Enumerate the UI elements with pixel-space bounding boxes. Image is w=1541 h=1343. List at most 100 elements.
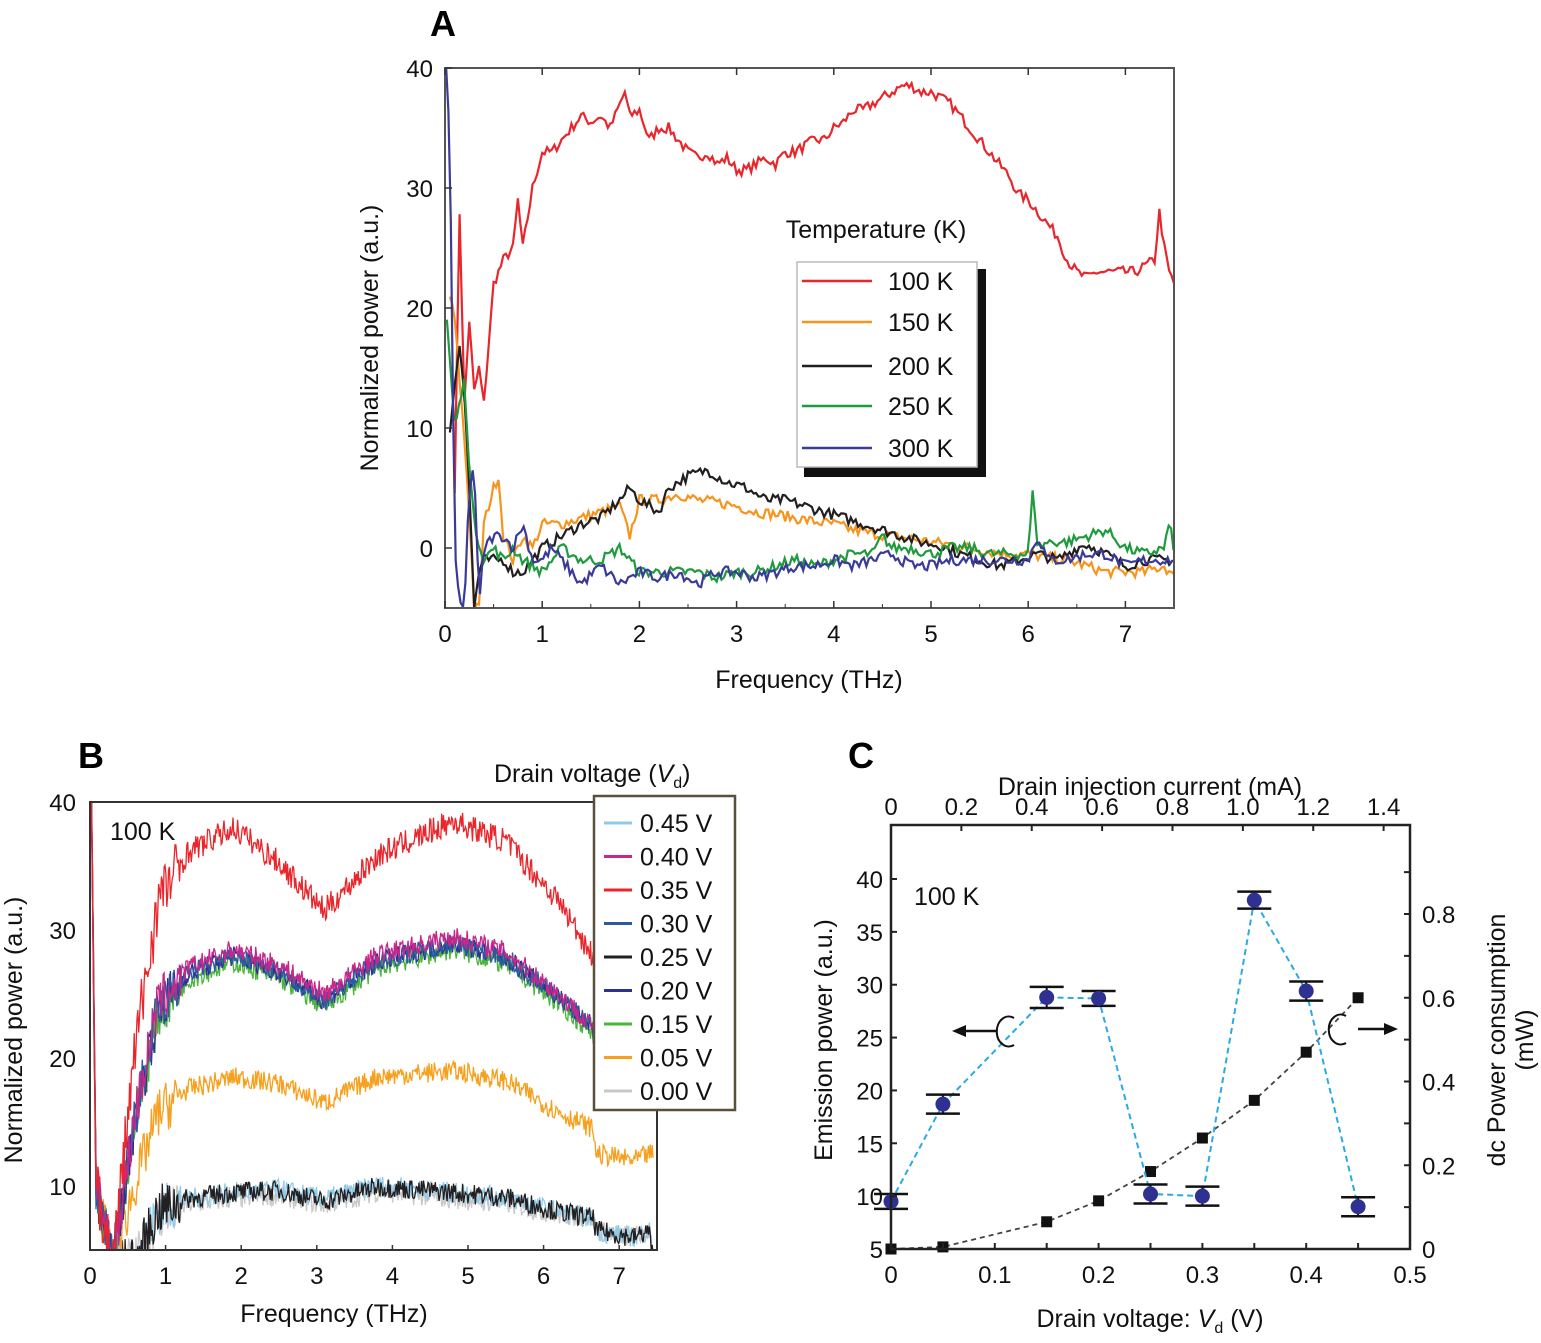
power-consumption-point [1093, 1195, 1105, 1207]
legend-label: 150 K [888, 309, 954, 337]
panel-a-y-ticks: 0 10 20 30 40 [406, 56, 452, 563]
panel-a-frame [444, 67, 1175, 609]
power-consumption-point [1196, 1132, 1208, 1144]
x-tick-label: 0.1 [978, 1262, 1011, 1289]
emission-power-point [1246, 892, 1262, 908]
x-tick-label: 2 [235, 1263, 248, 1290]
x-tick-label: 5 [461, 1263, 474, 1290]
panel-c-y-ticks: 5 10 15 20 25 30 35 40 [856, 867, 897, 1264]
panel-c-right-ticks: 0 0.2 0.4 0.6 0.8 [1404, 871, 1455, 1264]
top-tick-label: 0.4 [1015, 794, 1048, 821]
right-tick-label: 0.6 [1422, 986, 1455, 1013]
panel-a-x-ticks: 0 1 2 3 4 5 6 7 [438, 68, 1132, 648]
y-tick-label: 40 [406, 56, 433, 83]
legend-label: 0.30 V [640, 911, 713, 939]
y-tick-label: 40 [49, 790, 76, 817]
right-tick-label: 0.4 [1422, 1070, 1455, 1097]
legend-label: 0.20 V [640, 978, 713, 1006]
legend-label: 0.00 V [640, 1078, 713, 1106]
power-consumption-point [1352, 992, 1364, 1004]
series-line-040V [90, 815, 654, 1250]
x-tick-label: 0.4 [1290, 1262, 1323, 1289]
top-tick-label: 1.0 [1226, 794, 1259, 821]
x-tick-label: 0.5 [1393, 1262, 1426, 1289]
emission-power-point [1350, 1199, 1366, 1215]
legend-label: 100 K [888, 268, 954, 296]
panel-c-left-axis-label: Emission power (a.u.) [810, 919, 838, 1161]
y-tick-label: 10 [49, 1174, 76, 1201]
panel-a-legend-title: Temperature (K) [786, 216, 967, 244]
legend-label: 0.35 V [640, 877, 713, 905]
top-tick-label: 1.4 [1367, 794, 1400, 821]
power-consumption-point [1145, 1166, 1156, 1178]
legend-label: 0.05 V [640, 1045, 713, 1073]
top-tick-label: 1.2 [1297, 794, 1330, 821]
y-tick-label: 30 [406, 176, 433, 203]
panel-b-x-axis-label: Frequency (THz) [240, 1300, 428, 1328]
y-tick-label: 20 [406, 296, 433, 323]
y-tick-label: 10 [856, 1184, 883, 1211]
emission-power-line [890, 897, 1360, 1207]
series-line-300k [445, 68, 1174, 608]
x-tick-label: 2 [633, 621, 646, 648]
panel-b-legend-title: Drain voltage (Vd) [494, 760, 691, 792]
x-tick-label: 7 [613, 1263, 626, 1290]
panel-b-curves [90, 802, 654, 1250]
legend-label: 200 K [888, 353, 954, 381]
top-tick-label: 0.8 [1156, 794, 1189, 821]
top-tick-label: 0.2 [945, 794, 978, 821]
power-consumption-point [1041, 1216, 1053, 1228]
series-line-005V [90, 802, 654, 1250]
y-tick-label: 30 [856, 973, 883, 1000]
series-line-035V [90, 802, 654, 1250]
emission-power-point [1091, 990, 1107, 1006]
panel-c-right-axis-label: dc Power consumption [1483, 914, 1511, 1167]
series-line-100k [453, 80, 1174, 494]
x-tick-label: 3 [310, 1263, 323, 1290]
panel-b-legend: 0.45 V 0.40 V 0.35 V 0.30 V 0.25 V 0.20 V 0.15… [592, 794, 737, 1112]
panel-c-x-ticks: 0 0.1 0.2 0.3 0.4 0.5 [884, 1243, 1427, 1289]
x-tick-label: 4 [386, 1263, 399, 1290]
x-tick-label: 7 [1119, 621, 1132, 648]
right-tick-label: 0.2 [1422, 1153, 1455, 1180]
x-tick-label: 3 [730, 621, 743, 648]
series-line-025V [90, 809, 654, 1250]
y-tick-label: 30 [49, 918, 76, 945]
x-tick-label: 0 [438, 621, 451, 648]
legend-label: 250 K [888, 393, 954, 421]
legend-label: 0.40 V [640, 844, 713, 872]
panel-b-y-ticks: 10 20 30 40 [49, 790, 76, 1201]
x-tick-label: 0.2 [1082, 1262, 1115, 1289]
panel-c-top-ticks: 0 0.2 0.4 0.6 0.8 1.0 1.2 1.4 [884, 794, 1400, 831]
panel-c-letter: C [848, 735, 874, 776]
emission-power-point [1039, 989, 1055, 1005]
panel-a-letter: A [430, 3, 456, 44]
legend-label: 0.45 V [640, 810, 713, 838]
panel-c-temperature-annotation: 100 K [914, 883, 980, 911]
power-consumption-line [890, 997, 1359, 1250]
legend-label: 0.15 V [640, 1011, 713, 1039]
y-tick-label: 15 [856, 1131, 883, 1158]
x-tick-label: 4 [827, 621, 840, 648]
panel-a-legend: 100 K 150 K 200 K 250 K 300 K [796, 261, 986, 477]
top-tick-label: 0.6 [1085, 794, 1118, 821]
left-axis-indicator-arrow-icon [952, 1015, 1015, 1048]
emission-power-point [1194, 1188, 1210, 1204]
panel-c-top-axis-label: Drain injection current (mA) [998, 773, 1302, 801]
y-tick-label: 35 [856, 920, 883, 947]
right-tick-label: 0 [1422, 1237, 1435, 1264]
y-tick-label: 0 [420, 536, 433, 563]
panel-a: A 0 1 2 3 4 5 6 7 0 10 20 30 40 Frequency (THz) Nor… [356, 3, 1175, 694]
legend-label: 0.25 V [640, 944, 713, 972]
panel-a-x-axis-label: Frequency (THz) [715, 666, 903, 694]
panel-c-x-axis-label: Drain voltage: Vd (V) [1036, 1305, 1263, 1337]
legend-box [796, 261, 978, 468]
right-tick-label: 0.8 [1422, 902, 1455, 929]
panel-b-temperature-annotation: 100 K [110, 818, 176, 846]
panel-a-curves [445, 68, 1174, 608]
panel-c-right-axis-unit: (mW) [1511, 1009, 1539, 1070]
x-tick-label: 0.3 [1186, 1262, 1219, 1289]
y-tick-label: 20 [856, 1078, 883, 1105]
y-tick-label: 10 [406, 416, 433, 443]
